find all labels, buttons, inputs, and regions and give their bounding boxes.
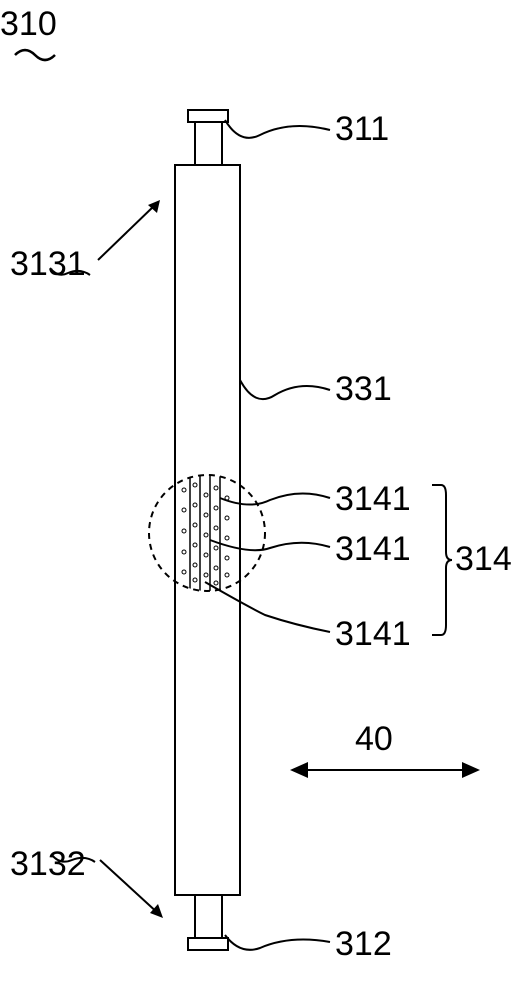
magnifier-detail <box>175 475 240 591</box>
bottom-neck <box>195 895 222 940</box>
top-flange <box>188 110 228 122</box>
label-3141c: 3141 <box>335 615 411 654</box>
label-311: 311 <box>335 110 389 149</box>
leader-3141b <box>210 540 330 550</box>
leader-331 <box>240 380 330 399</box>
leader-311 <box>225 120 330 138</box>
label-3131: 3131 <box>10 245 86 284</box>
arrow-40-left <box>290 762 308 778</box>
cylinder-body <box>175 165 240 895</box>
arrow-40-right <box>462 762 480 778</box>
label-331: 331 <box>335 370 392 409</box>
label-3132: 3132 <box>10 845 86 884</box>
leader-3141a <box>220 493 330 504</box>
arrow-3132-head <box>150 904 163 918</box>
bracket-314 <box>432 485 452 635</box>
label-314: 314 <box>455 540 512 579</box>
bottom-flange <box>188 938 228 950</box>
label-3141a: 3141 <box>335 480 411 519</box>
label-3141b: 3141 <box>335 530 411 569</box>
leader-3141c <box>205 582 330 632</box>
label-312: 312 <box>335 925 392 964</box>
label-40: 40 <box>355 720 393 759</box>
label-310: 310 <box>0 5 57 44</box>
top-neck <box>195 120 222 165</box>
squiggle-310 <box>15 50 55 60</box>
leader-312 <box>225 935 330 950</box>
arrow-3132-line <box>100 860 160 915</box>
arrow-3131-line <box>98 205 155 260</box>
